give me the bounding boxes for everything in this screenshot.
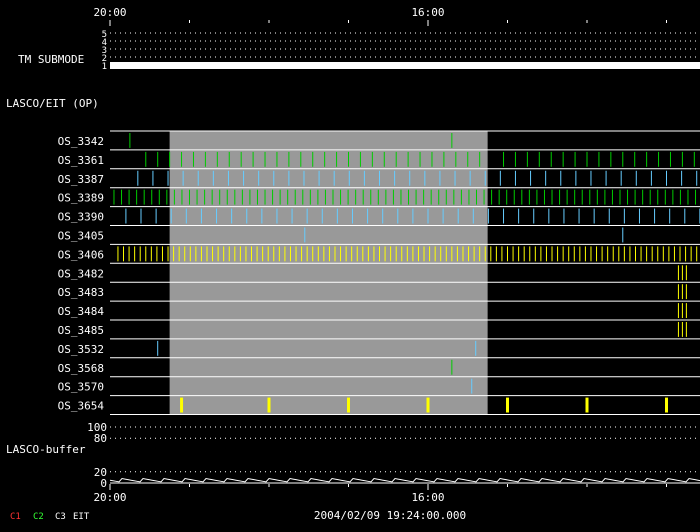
row-label: OS_3405 (58, 230, 104, 243)
submode-level-label: 5 (102, 30, 107, 40)
submode-level-label: 1 (102, 62, 107, 72)
legend-c2: C2 (33, 512, 44, 522)
row-label: OS_3390 (58, 211, 104, 224)
shaded-intervals (169, 131, 488, 415)
shaded-interval (169, 131, 488, 415)
row-label: OS_3361 (58, 154, 104, 167)
row-label: OS_3570 (58, 381, 104, 394)
row-label: OS_3482 (58, 267, 104, 280)
row-label: OS_3342 (58, 135, 104, 148)
row-label: OS_3568 (58, 362, 104, 375)
timestamp: 2004/02/09 19:24:00.000 (314, 509, 466, 522)
buffer-tick-label: 20 (94, 466, 107, 479)
row-label: OS_3389 (58, 192, 104, 205)
row-label: OS_3654 (58, 400, 105, 413)
legend-c1: C1 (10, 512, 21, 522)
submode-active-bar (110, 62, 700, 69)
buffer-tick-label: 0 (100, 477, 107, 490)
top-tick-label: 16:00 (411, 6, 444, 19)
buffer-tick-label: 80 (94, 432, 107, 445)
buffer-label: LASCO-buffer (6, 443, 86, 456)
buffer-trace (109, 477, 700, 483)
submode-label: TM SUBMODE (18, 53, 84, 66)
bottom-tick-label: 20:00 (93, 491, 126, 504)
footer-legend: C1 C2 C3 EIT (10, 512, 90, 522)
legend-c3: C3 (55, 512, 66, 522)
row-label: OS_3483 (58, 286, 104, 299)
row-label: OS_3387 (58, 173, 104, 186)
legend-eit: EIT (73, 512, 90, 522)
submode-level-label: 4 (102, 38, 107, 48)
top-tick-label: 20:00 (93, 6, 126, 19)
row-grid (110, 130, 700, 415)
buffer-tick-label: 100 (87, 421, 107, 434)
submode-level-label: 3 (102, 46, 107, 56)
row-labels: OS_3342 OS_3361 OS_3387 OS_3389 OS_3390 OS_34… (58, 135, 105, 413)
row-label: OS_3484 (58, 305, 105, 318)
bottom-tick-label: 16:00 (411, 491, 444, 504)
event-markers (113, 133, 700, 413)
row-label: OS_3406 (58, 248, 104, 261)
row-label: OS_3532 (58, 343, 104, 356)
section-label: LASCO/EIT (OP) (6, 97, 99, 110)
row-label: OS_3485 (58, 324, 104, 337)
submode-level-label: 2 (102, 54, 107, 64)
